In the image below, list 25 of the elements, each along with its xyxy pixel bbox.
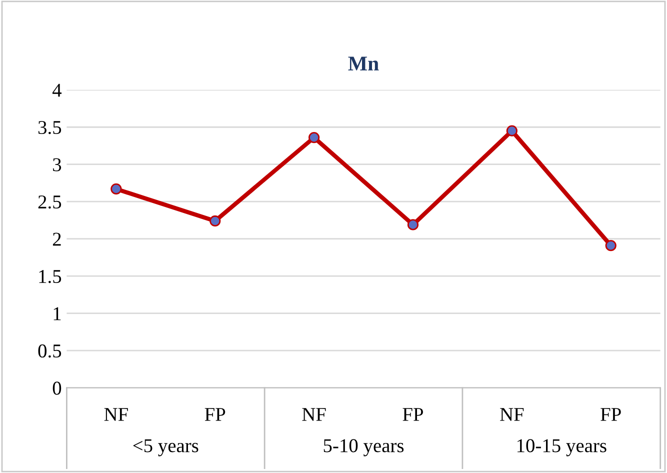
text: 5-10 years — [324, 439, 404, 456]
x-tick-label: NF — [500, 408, 524, 421]
y-tick-label: 1 — [54, 307, 61, 320]
x-tick-label: FP — [600, 408, 621, 421]
y-tick-label: 4 — [52, 84, 62, 97]
text: <5 years — [133, 439, 198, 456]
point — [407, 219, 419, 230]
y-tick-label: 0 — [52, 382, 62, 395]
point — [210, 215, 221, 227]
y-tick-label: 2.5 — [38, 195, 62, 209]
chart-title: Mn — [348, 56, 379, 70]
point — [506, 125, 518, 136]
x-tick-label: FP — [204, 408, 226, 421]
x-tick-label: NF — [104, 408, 128, 421]
point — [605, 240, 616, 252]
point — [110, 183, 122, 195]
y-tick-label: 1.5 — [39, 270, 62, 284]
x-tick-label: NF — [302, 408, 326, 421]
y-tick-label: 3 — [53, 158, 62, 172]
y-tick-label: 2 — [52, 232, 61, 246]
point — [308, 132, 320, 144]
text: 10-15 years — [517, 439, 606, 456]
y-tick-label: 3.5 — [38, 120, 62, 134]
y-tick-label: 0.5 — [38, 344, 62, 358]
x-tick-label: FP — [402, 408, 424, 421]
